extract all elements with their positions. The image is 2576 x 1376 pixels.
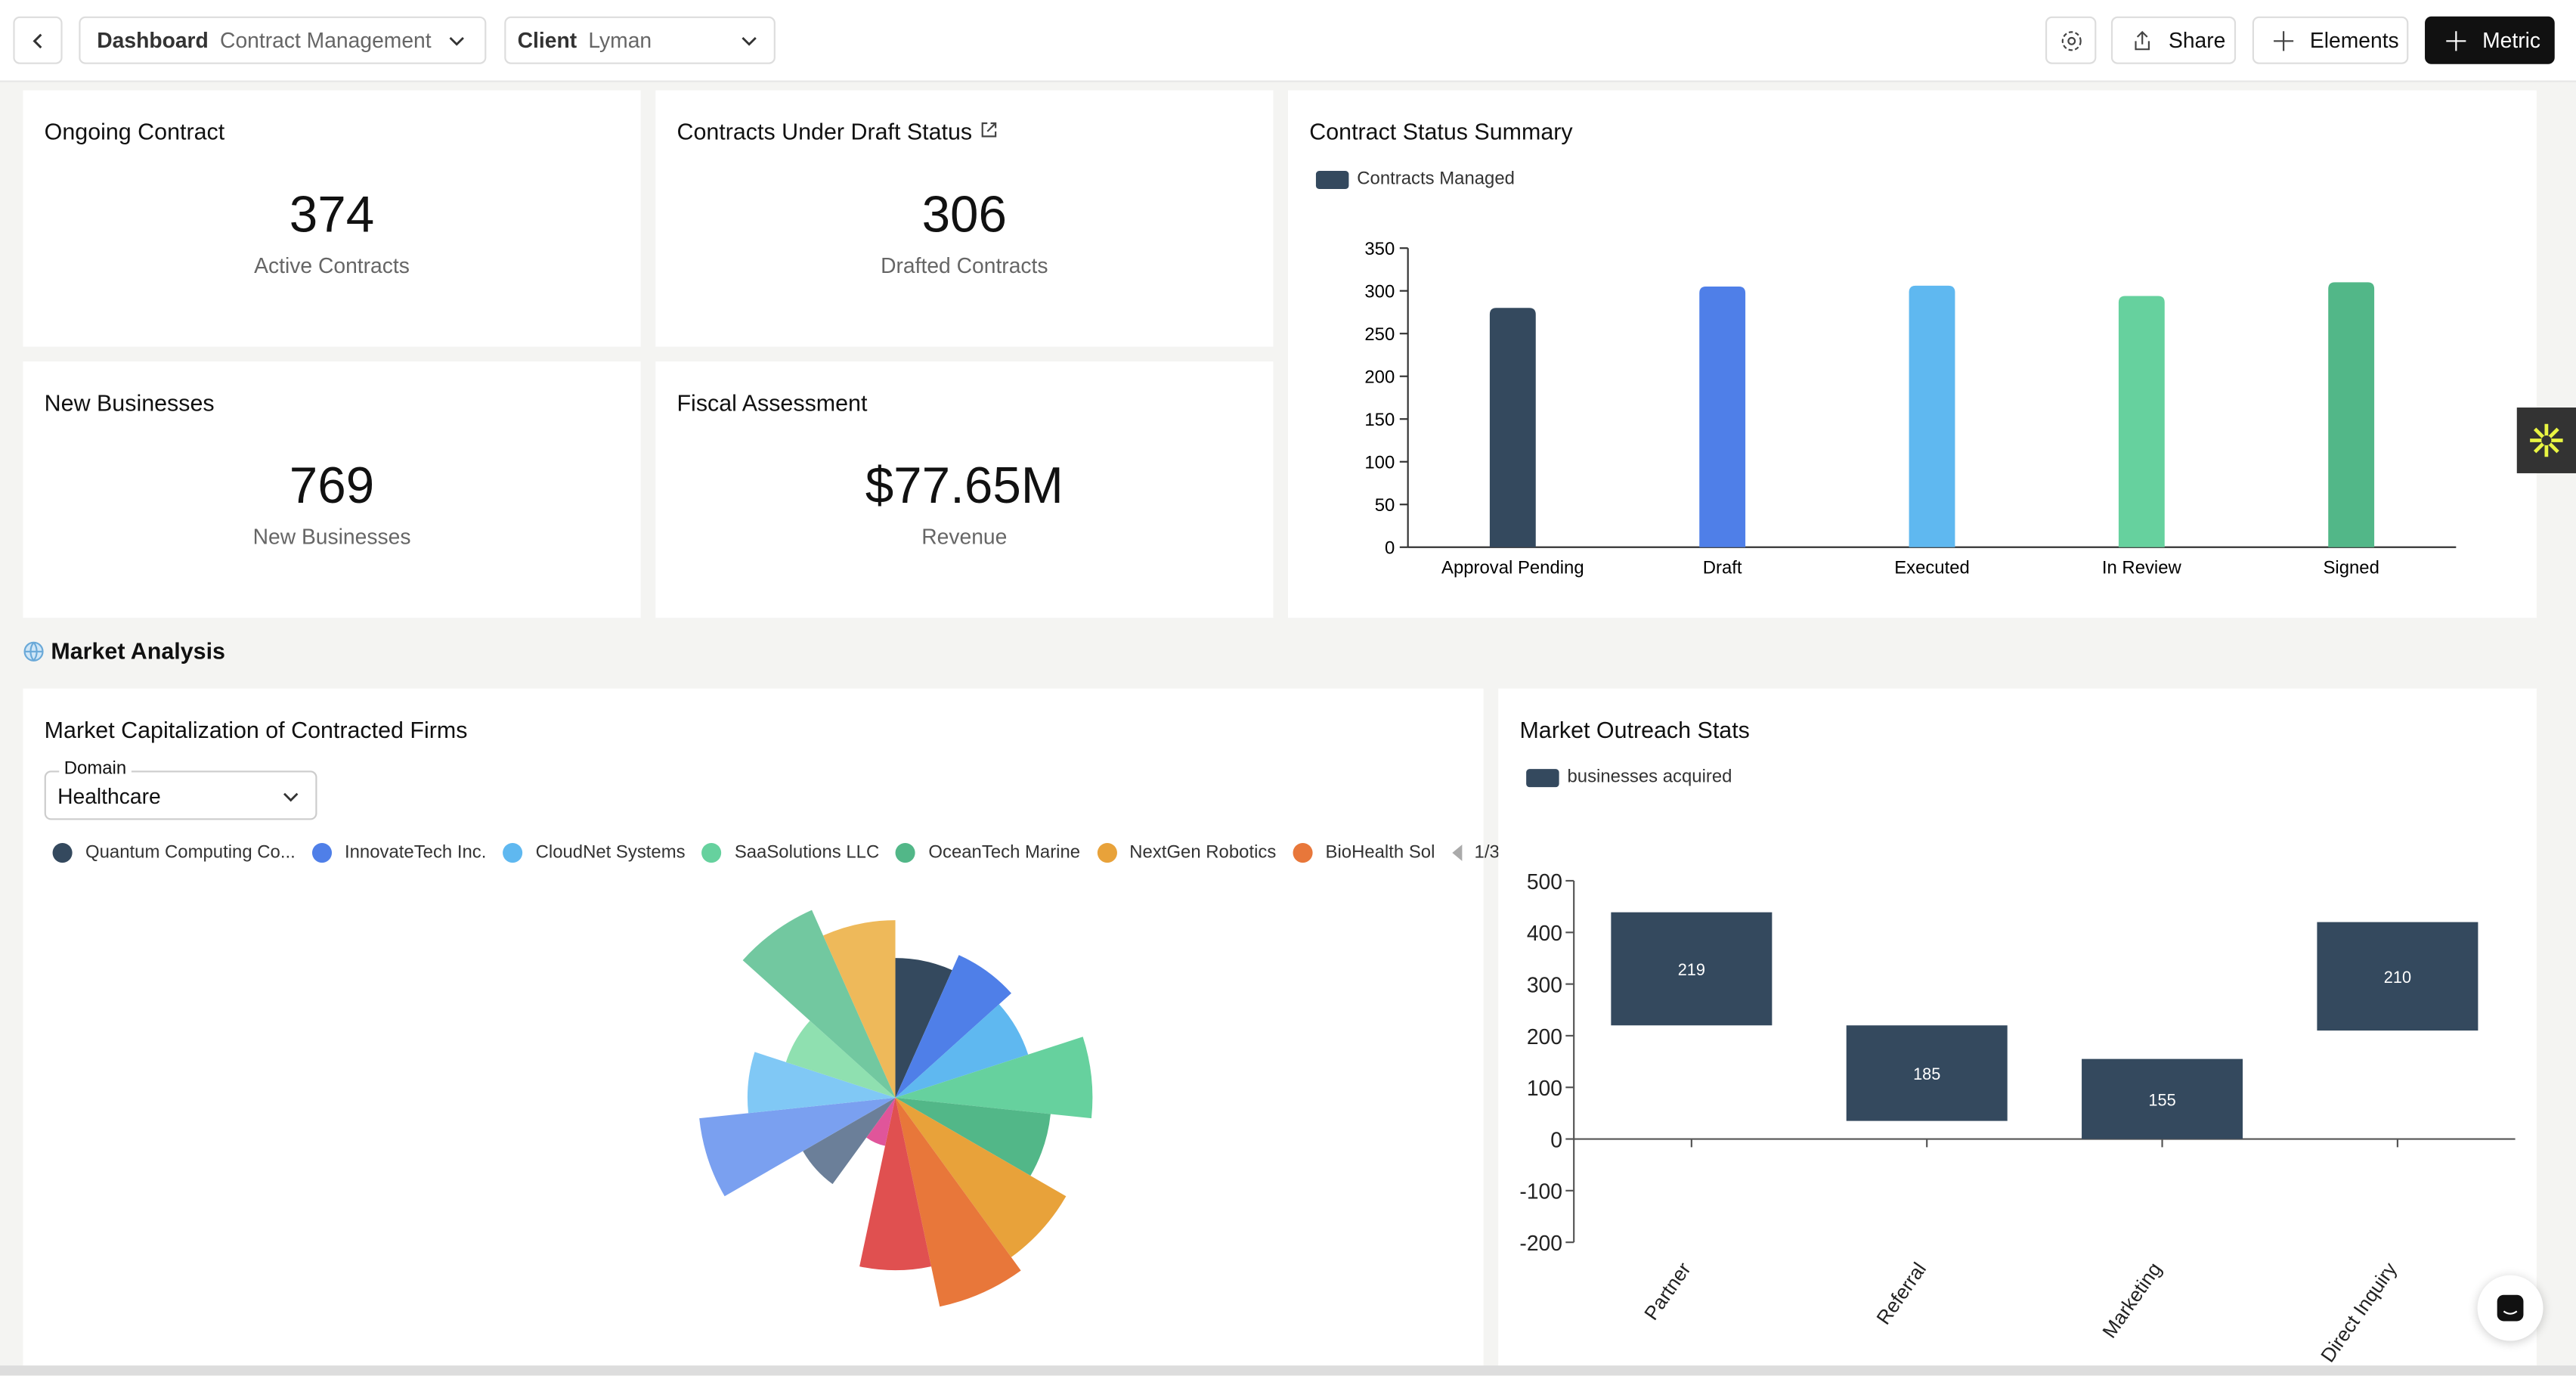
legend: Quantum Computing Co... InnovateTech Inc.… — [52, 842, 1523, 863]
legend-item[interactable]: InnovateTech Inc. — [311, 842, 487, 863]
chart-card: Contract Status Summary Contracts Manage… — [1288, 90, 2537, 618]
value: Contract Management — [220, 27, 432, 53]
client-select[interactable]: Client Lyman — [504, 16, 776, 64]
legend-item[interactable]: OceanTech Marine — [895, 842, 1081, 863]
card-title: New Businesses — [44, 389, 215, 416]
kpi-card: Contracts Under Draft Status 306 Drafted … — [655, 90, 1274, 347]
page-indicator: 1/3 — [1474, 842, 1500, 863]
external-link-icon[interactable] — [979, 120, 999, 140]
card-title: Contract Status Summary — [1309, 118, 1573, 145]
legend-swatch — [1526, 768, 1559, 787]
kpi-value: $77.65M — [865, 457, 1064, 515]
share-button[interactable]: Share — [2110, 16, 2237, 64]
legend: Contracts Managed — [1315, 169, 1515, 189]
prev-page[interactable] — [1451, 843, 1464, 863]
kpi-card: New Businesses 769 New Businesses — [23, 361, 641, 618]
metric-button[interactable]: Metric — [2425, 16, 2555, 64]
label: Elements — [2309, 27, 2399, 53]
card-title: Ongoing Contract — [44, 118, 225, 145]
chat-button[interactable] — [2477, 1275, 2543, 1341]
toolbar: Dashboard Contract Management Client Lyman… — [0, 0, 2576, 82]
dashboard-select[interactable]: Dashboard Contract Management — [79, 16, 487, 64]
label: Metric — [2482, 27, 2541, 53]
section-header: Market Analysis — [23, 637, 225, 664]
select-label: Domain — [59, 759, 132, 779]
kpi-label: Drafted Contracts — [881, 253, 1048, 278]
legend-label: NextGen Robotics — [1129, 842, 1277, 863]
legend-label: BioHealth Sol — [1325, 842, 1435, 863]
legend-label: Quantum Computing Co... — [85, 842, 296, 863]
card-title-row: Contracts Under Draft Status — [677, 118, 998, 144]
legend: businesses acquired — [1526, 767, 1732, 787]
section-title: Market Analysis — [51, 637, 225, 665]
label: Share — [2168, 27, 2226, 53]
legend-dot — [1293, 842, 1313, 863]
kpi-value: 306 — [921, 185, 1008, 243]
assistant-tab[interactable] — [2516, 408, 2576, 473]
kpi-card: Ongoing Contract 374 Active Contracts — [23, 90, 641, 347]
card-title: Market Outreach Stats — [1519, 716, 1750, 743]
kpi-label: Revenue — [921, 524, 1008, 549]
legend-item[interactable]: NextGen Robotics — [1096, 842, 1277, 863]
legend-label: CloudNet Systems — [535, 842, 686, 863]
kpi-label: Active Contracts — [254, 253, 410, 278]
scrollbar — [0, 1365, 2576, 1376]
legend-item[interactable]: BioHealth Sol — [1293, 842, 1435, 863]
card-title: Market Capitalization of Contracted Firm… — [44, 716, 468, 743]
elements-button[interactable]: Elements — [2252, 16, 2409, 64]
select-value: Healthcare — [57, 783, 161, 809]
legend-item[interactable]: CloudNet Systems — [503, 842, 686, 863]
value: Lyman — [588, 27, 652, 53]
legend-item[interactable]: Quantum Computing Co... — [52, 842, 296, 863]
card-title: Fiscal Assessment — [677, 389, 868, 416]
kpi-card: Fiscal Assessment $77.65M Revenue — [655, 361, 1274, 618]
settings-button[interactable] — [2045, 16, 2097, 64]
legend-dot — [895, 842, 916, 863]
legend-pager[interactable]: 1/3 — [1451, 843, 1522, 863]
legend-dot — [701, 842, 722, 863]
chart-card: Market Capitalization of Contracted Firm… — [23, 688, 1522, 1366]
legend-dot — [52, 842, 73, 863]
label: Dashboard — [97, 27, 209, 53]
label: Client — [517, 27, 577, 53]
card-title: Contracts Under Draft Status — [677, 118, 973, 145]
kpi-value: 374 — [289, 185, 375, 243]
legend-dot — [1096, 842, 1116, 863]
legend-label: SaaSolutions LLC — [734, 842, 880, 863]
back-button[interactable] — [13, 16, 63, 64]
legend-dot — [503, 842, 523, 863]
kpi-label: New Businesses — [252, 524, 411, 549]
legend-label: Contracts Managed — [1357, 169, 1515, 189]
legend-swatch — [1315, 169, 1349, 188]
legend-dot — [311, 842, 332, 863]
legend-label: OceanTech Marine — [928, 842, 1081, 863]
domain-select[interactable]: Domain Healthcare — [44, 759, 317, 820]
chart-card: Market Outreach Stats businesses acquire… — [1498, 688, 2537, 1366]
kpi-value: 769 — [289, 457, 375, 515]
legend-item[interactable]: SaaSolutions LLC — [701, 842, 880, 863]
legend-label: InnovateTech Inc. — [344, 842, 487, 863]
legend-label: businesses acquired — [1567, 767, 1732, 788]
